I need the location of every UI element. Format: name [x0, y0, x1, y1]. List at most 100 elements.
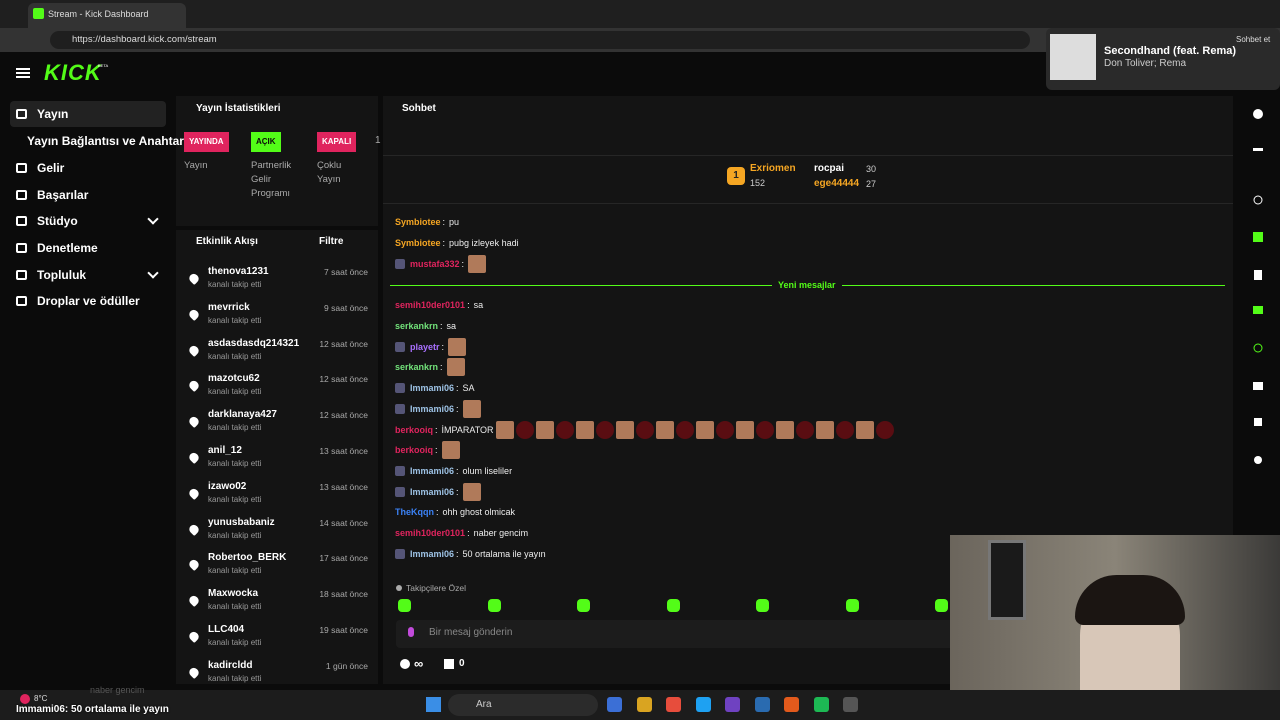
- tab[interactable]: [28, 3, 186, 28]
- chat-separator: :: [440, 321, 443, 331]
- user-badge: [395, 342, 405, 352]
- mic-icon: [408, 627, 414, 637]
- chat-message: semih10der0101: sa: [395, 297, 483, 313]
- sidebar-icon: [16, 296, 27, 306]
- activity-name: anil_12: [208, 445, 242, 456]
- activity-time: 12 saat önce: [319, 338, 368, 349]
- taskbar-app[interactable]: [754, 697, 770, 712]
- chat-user: Immami06: [410, 466, 455, 476]
- activity-filter[interactable]: Filtre: [319, 236, 344, 247]
- sidebar-item[interactable]: Başarılar: [37, 188, 89, 202]
- activity-name: mevrrick: [208, 301, 250, 313]
- sidebar-item[interactable]: Gelir: [37, 161, 65, 175]
- right-rail[interactable]: [1252, 108, 1264, 468]
- activity-title: Etkinlik Akışı: [196, 236, 258, 247]
- emote: [835, 421, 854, 439]
- sidebar-icon: [16, 270, 27, 280]
- stats-panel: [176, 96, 378, 226]
- sidebar-item[interactable]: Stüdyo: [37, 214, 78, 228]
- stats-badge: AÇIK: [251, 132, 281, 152]
- activity-action: kanalı takip etti: [208, 315, 262, 325]
- activity-name: thenova1231: [208, 266, 269, 277]
- chat-text: ohh ghost olmicak: [442, 507, 516, 517]
- emote: [446, 358, 465, 376]
- taskbar-app[interactable]: [695, 697, 711, 712]
- activity-action: kanalı takip etti: [208, 602, 262, 612]
- leader-name: rocpai: [814, 163, 845, 174]
- rank-badge: 1: [727, 167, 745, 185]
- chat-message: mustafa332:: [395, 255, 487, 273]
- activity-time: 14 saat önce: [319, 517, 368, 528]
- emote: [448, 338, 467, 356]
- taskbar-search[interactable]: [448, 694, 598, 716]
- quick-emote: [756, 599, 769, 612]
- chat-user: playetr: [410, 342, 440, 352]
- emote: [875, 421, 894, 439]
- emote: [795, 421, 814, 439]
- chat-message: Immami06:: [395, 400, 481, 418]
- chat-user: Immami06: [410, 487, 455, 497]
- taskbar-app[interactable]: [843, 697, 858, 712]
- sidebar-active: [10, 101, 166, 127]
- chat-message: Immami06:: [395, 483, 481, 501]
- chat-input[interactable]: [396, 620, 956, 648]
- stats-label: Partnerlik Gelir Programı: [251, 160, 292, 199]
- chat-separator: :: [467, 300, 470, 310]
- menu-icon[interactable]: [16, 66, 30, 80]
- chat-message: playetr:: [395, 338, 467, 356]
- taskbar-app[interactable]: [636, 697, 652, 712]
- activity-name: kadircldd: [208, 659, 253, 671]
- sidebar-item[interactable]: Topluluk: [37, 268, 87, 282]
- media-chat[interactable]: Sohbet et: [1236, 35, 1271, 44]
- user-badge: [395, 487, 405, 497]
- taskbar-app[interactable]: [607, 697, 622, 712]
- logo-beta: BETA: [98, 63, 109, 68]
- chat-user: Immami06: [410, 383, 455, 393]
- stats-label: Yayın: [184, 160, 208, 171]
- activity-time: 18 saat önce: [319, 589, 368, 600]
- weather-icon: [20, 694, 30, 704]
- footer-infinite: ∞: [414, 656, 424, 671]
- leader-points: 152: [750, 178, 766, 188]
- chat-text: pubg izleyek hadi: [449, 238, 519, 248]
- activity-action: kanalı takip etti: [208, 351, 262, 361]
- activity-time: 13 saat önce: [319, 446, 368, 456]
- chat-user: berkooiq: [395, 425, 434, 435]
- sidebar-icon: [16, 243, 27, 253]
- taskbar-app[interactable]: [725, 697, 740, 712]
- sidebar-icon: [16, 216, 27, 226]
- chat-user: semih10der0101: [395, 528, 466, 538]
- taskbar-app[interactable]: [813, 697, 829, 712]
- sidebar-icon: [16, 163, 27, 173]
- tab-bar: [0, 0, 1280, 28]
- emote: [555, 421, 574, 439]
- chat-text: olum liseliler: [462, 466, 513, 476]
- sidebar-item[interactable]: Yayın Bağlantısı ve Anahtarı: [27, 134, 188, 148]
- favicon: [33, 8, 44, 19]
- chat-placeholder: Bir mesaj gönderin: [429, 627, 513, 638]
- followers-heart: [396, 585, 402, 591]
- overlay-current: Immami06: 50 ortalama ile yayın: [16, 704, 169, 715]
- sidebar-item[interactable]: Yayın: [37, 107, 69, 121]
- activity-time: 1 gün önce: [325, 660, 368, 671]
- chat-text: naber gencim: [473, 528, 529, 538]
- emote: [595, 421, 614, 439]
- taskbar-app[interactable]: [784, 697, 799, 712]
- divider: Yeni mesajlar: [772, 278, 842, 292]
- activity-time: 9 saat önce: [324, 302, 368, 313]
- leader-points: 27: [865, 179, 876, 189]
- chat-text: 50 ortalama ile yayın: [462, 549, 546, 559]
- search[interactable]: Ara: [476, 699, 492, 710]
- sidebar-item[interactable]: Denetleme: [37, 241, 98, 255]
- quick-emote: [935, 599, 948, 612]
- activity-time: 17 saat önce: [319, 553, 368, 564]
- activity-name: yunusbabaniz: [208, 516, 275, 528]
- leader-points: 30: [865, 164, 876, 174]
- chat-user: Symbiotee: [395, 238, 441, 248]
- sidebar-item[interactable]: Droplar ve ödüller: [37, 294, 140, 308]
- emote: [735, 421, 754, 439]
- taskbar-app[interactable]: [666, 697, 681, 712]
- chat-separator: :: [456, 383, 459, 393]
- chat-message: Symbiotee: pubg izleyek hadi: [395, 235, 519, 251]
- url-field[interactable]: [50, 31, 1030, 49]
